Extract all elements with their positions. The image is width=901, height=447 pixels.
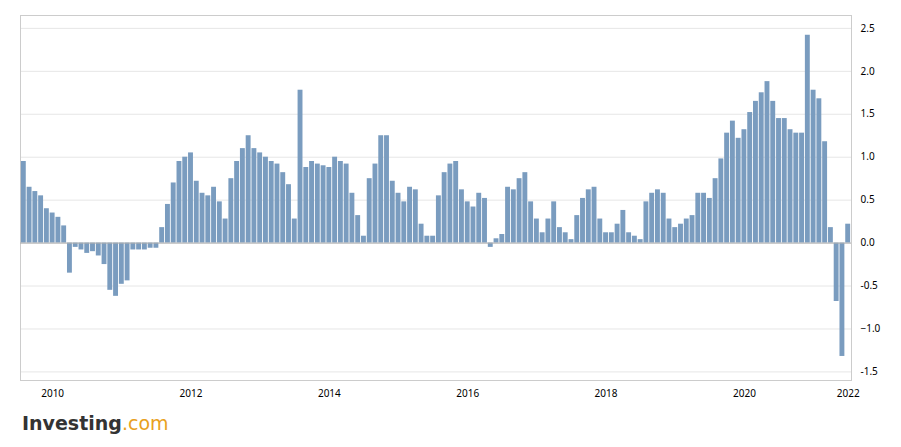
svg-text:2014: 2014 [318, 386, 341, 400]
svg-text:2.0: 2.0 [861, 64, 875, 78]
svg-text:-0.5: -0.5 [861, 278, 879, 292]
svg-text:−1.0: −1.0 [861, 321, 881, 335]
svg-text:2016: 2016 [456, 386, 479, 400]
svg-text:-1.5: -1.5 [861, 364, 879, 378]
svg-text:1.5: 1.5 [861, 106, 875, 120]
svg-text:2010: 2010 [41, 386, 64, 400]
svg-text:2022: 2022 [837, 386, 860, 400]
svg-text:2012: 2012 [180, 386, 203, 400]
svg-text:1.0: 1.0 [861, 149, 875, 163]
svg-text:0.0: 0.0 [861, 235, 875, 249]
svg-text:2020: 2020 [733, 386, 756, 400]
svg-text:2.5: 2.5 [861, 21, 875, 35]
svg-text:2018: 2018 [595, 386, 618, 400]
svg-text:0.5: 0.5 [861, 192, 875, 206]
html-text:Investing.com: Investing.com [22, 412, 169, 434]
